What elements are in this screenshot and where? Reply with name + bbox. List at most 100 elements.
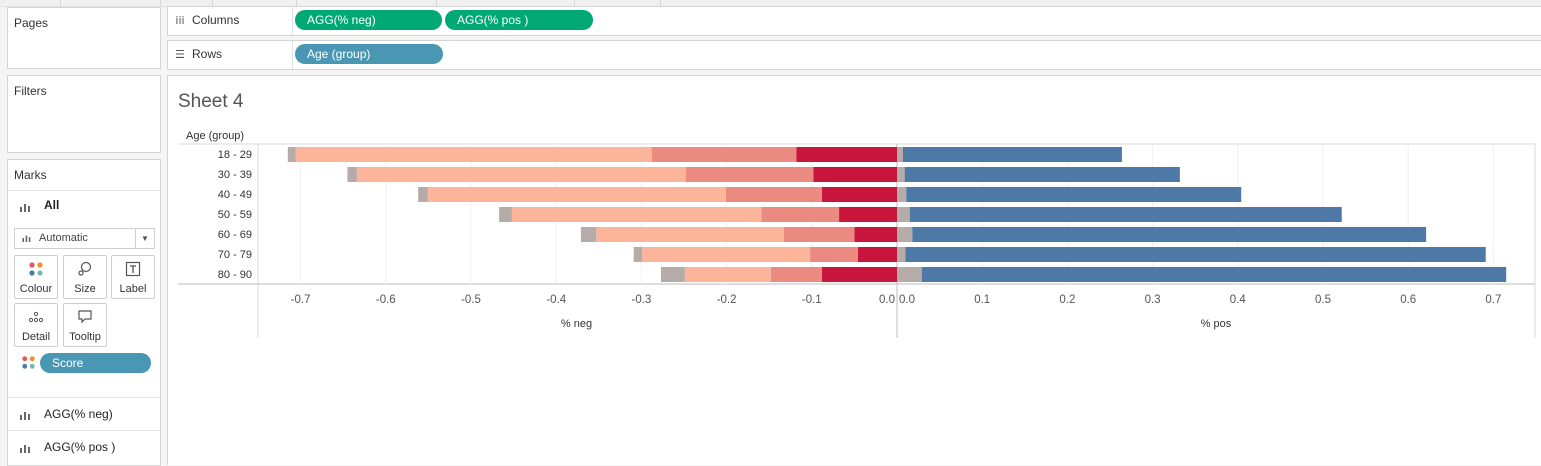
bar-segment [906,187,1242,202]
pages-card[interactable]: Pages [7,7,161,69]
marks-tab-pos[interactable]: AGG(% pos ) [8,430,160,465]
bar-segment [839,207,897,222]
colour-legend-icon [22,356,35,369]
size-button[interactable]: Size [63,255,107,299]
x-tick-label: -0.7 [291,294,311,306]
bar-segment [596,227,784,242]
x-tick-label: 0.7 [1485,294,1501,306]
bar-chart-icon [20,443,34,453]
bar-segment [356,167,686,182]
x-tick-label: 0.5 [1315,294,1331,306]
detail-button[interactable]: Detail [14,303,58,347]
bar-segment [921,267,1507,282]
colour-label: Colour [19,283,53,295]
bar-chart-icon [20,202,34,212]
bar-segment [685,167,814,182]
x-tick-label: 0.1 [974,294,990,306]
tooltip-icon [78,310,92,324]
bar-segment [902,147,1122,162]
bar-segment [909,207,1342,222]
bar-segment [810,247,858,262]
bar-segment [684,267,771,282]
shelf-divider [292,41,293,69]
marks-card: Marks All Automatic ▼ Colour Size Label [7,159,161,466]
score-pill[interactable]: Score [40,353,151,373]
bar-segment [897,267,922,282]
colour-button[interactable]: Colour [14,255,58,299]
bar-segment [897,207,910,222]
colour-icon [29,262,43,276]
bar-segment [912,227,1427,242]
row-label: 80 - 90 [218,269,252,281]
x-tick-label: -0.5 [461,294,481,306]
chevron-down-icon: ▼ [135,229,154,248]
row-label: 18 - 29 [218,149,252,161]
bar-segment [580,227,597,242]
x-tick-label: 0.4 [1230,294,1247,306]
bar-segment [642,247,811,262]
bar-segment [897,187,907,202]
bar-segment [660,267,685,282]
bar-segment [783,227,855,242]
x-tick-label: 0.6 [1400,294,1416,306]
marks-title: Marks [14,168,47,182]
tooltip-button[interactable]: Tooltip [63,303,107,347]
row-label: 40 - 49 [218,189,252,201]
worksheet-view[interactable]: Sheet 4 Age (group) 18 - 29 30 - 39 40 - 4… [167,75,1541,465]
row-header-label: Age (group) [186,130,244,142]
filters-card[interactable]: Filters [7,75,161,153]
columns-label: Columns [192,13,240,27]
bar-segment [761,207,840,222]
bar-segment [295,147,652,162]
size-icon [78,261,92,276]
row-pill-age[interactable]: Age (group) [295,44,443,64]
bar-segment [499,207,512,222]
x-tick-label: 0.2 [1059,294,1075,306]
bar-segment [418,187,428,202]
column-pill-neg[interactable]: AGG(% neg) [295,10,442,30]
pages-title: Pages [14,16,49,30]
x-tick-label: -0.4 [546,294,566,306]
shelf-divider [292,7,293,35]
x-tick-label: -0.3 [631,294,651,306]
column-pill-pos[interactable]: AGG(% pos ) [445,10,593,30]
bar-segment [897,147,903,162]
marks-all-tab[interactable]: All [8,190,160,221]
detail-label: Detail [21,331,51,343]
bar-segment [796,147,897,162]
bar-chart-icon [20,410,34,420]
row-label: 60 - 69 [218,229,252,241]
chart-svg: Age (group) 18 - 29 30 - 39 40 - 49 50 - 59… [178,130,1536,338]
detail-icon [28,311,44,323]
bar-chart-icon [22,234,33,242]
columns-icon: iii [175,13,185,27]
tooltip-label: Tooltip [69,331,101,343]
x-tick-label: 0.0 [899,294,915,306]
x-tick-label: 0.3 [1145,294,1161,306]
marks-all-label: All [44,198,60,212]
rows-shelf-header: ☰ Rows [174,47,222,61]
row-label: 50 - 59 [218,209,252,221]
x-tick-label: -0.6 [376,294,396,306]
row-label: 70 - 79 [218,249,252,261]
bar-segment [857,247,897,262]
marks-tab-neg[interactable]: AGG(% neg) [8,397,160,430]
x-axis-title-pos: % pos [1201,318,1232,330]
label-button[interactable]: Label [111,255,155,299]
bar-segment [813,167,897,182]
bar-segment [633,247,643,262]
bar-segment [770,267,823,282]
bar-segment [347,167,357,182]
columns-shelf[interactable]: iii Columns AGG(% neg) AGG(% pos ) [167,6,1541,36]
x-tick-label: -0.1 [802,294,822,306]
sheet-title: Sheet 4 [178,91,244,112]
bar-segment [897,167,905,182]
mark-type-dropdown[interactable]: Automatic ▼ [14,228,155,249]
bar-segment [897,227,913,242]
bar-segment [822,187,897,202]
row-label: 30 - 39 [218,169,252,181]
rows-shelf[interactable]: ☰ Rows Age (group) [167,40,1541,70]
bar-segment [287,147,296,162]
bar-segment [822,267,897,282]
bar-segment [651,147,797,162]
